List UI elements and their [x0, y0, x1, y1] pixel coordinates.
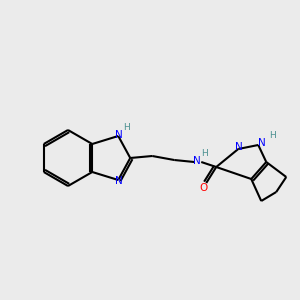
Text: H: H [123, 122, 130, 131]
Text: N: N [236, 142, 243, 152]
Text: H: H [269, 130, 276, 140]
Text: O: O [199, 183, 207, 193]
Text: H: H [201, 149, 208, 158]
Text: N: N [116, 130, 123, 140]
Text: N: N [258, 138, 266, 148]
Text: N: N [116, 176, 123, 186]
Text: N: N [194, 156, 201, 166]
